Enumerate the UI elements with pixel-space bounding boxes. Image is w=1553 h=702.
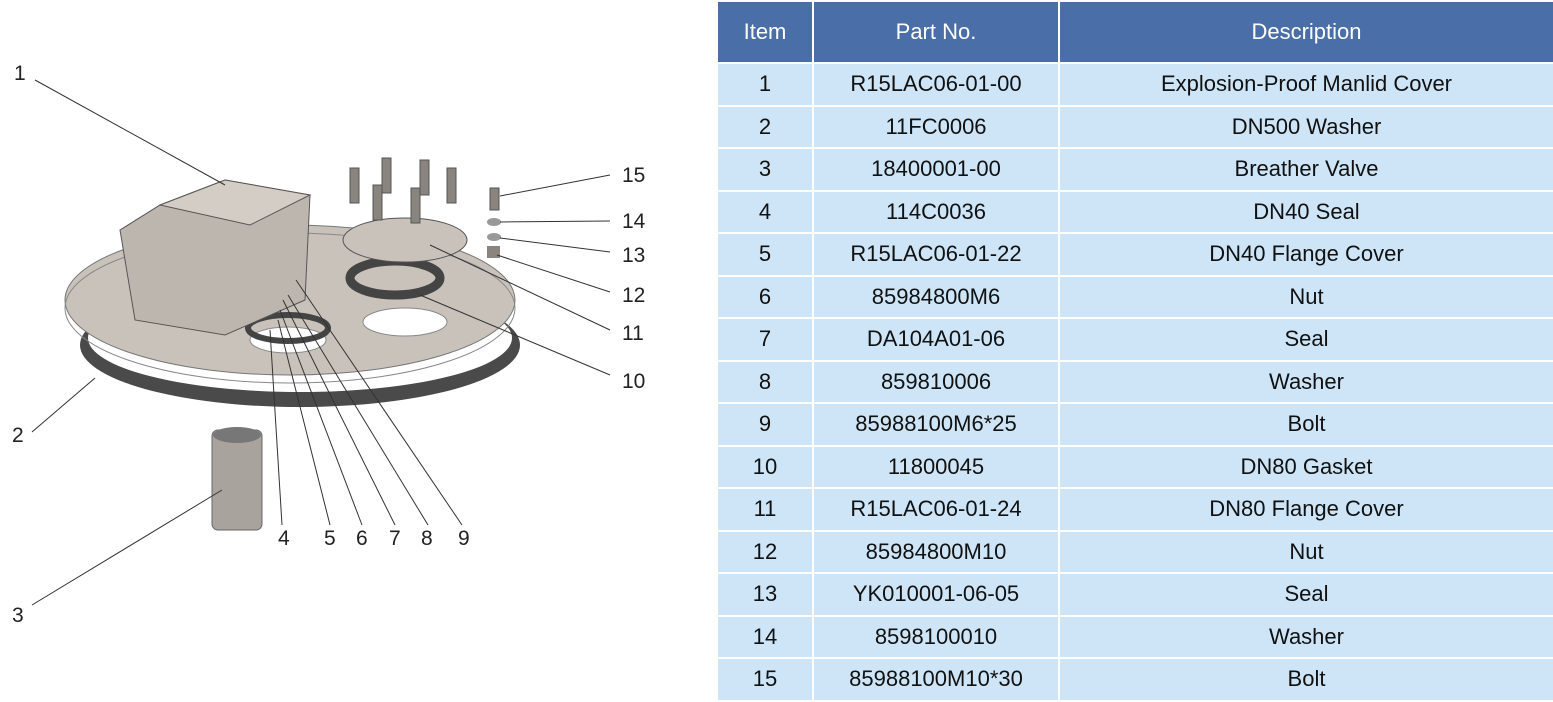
cell-item: 15 xyxy=(718,659,812,700)
callout-7: 7 xyxy=(389,527,401,550)
cell-item: 8 xyxy=(718,361,812,402)
cell-description: DN40 Seal xyxy=(1060,191,1553,232)
header-description: Description xyxy=(1060,2,1553,62)
callout-8: 8 xyxy=(421,527,433,550)
cell-description: Bolt xyxy=(1060,659,1553,700)
cell-item: 11 xyxy=(718,489,812,530)
cell-part-no: 85988100M6*25 xyxy=(814,404,1058,445)
cell-part-no: R15LAC06-01-24 xyxy=(814,489,1058,530)
table-row: 2 11FC0006 DN500 Washer xyxy=(718,106,1553,147)
callout-3: 3 xyxy=(12,604,24,627)
callout-6: 6 xyxy=(356,527,368,550)
cell-item: 12 xyxy=(718,531,812,572)
exploded-diagram: 1 2 3 4 5 6 7 8 9 10 11 12 13 14 15 xyxy=(12,62,646,627)
dn80-flange-cover xyxy=(342,217,468,263)
table-header: Item Part No. Description xyxy=(718,2,1553,62)
cell-part-no: 18400001-00 xyxy=(814,149,1058,190)
callout-11: 11 xyxy=(622,322,644,345)
table-row: 13 YK010001-06-05 Seal xyxy=(718,574,1553,615)
table-row: 6 85984800M6 Nut xyxy=(718,276,1553,317)
cell-item: 13 xyxy=(718,574,812,615)
cell-part-no: 114C0036 xyxy=(814,191,1058,232)
callout-1: 1 xyxy=(14,62,26,85)
callout-9: 9 xyxy=(458,527,470,550)
cell-part-no: DA104A01-06 xyxy=(814,319,1058,360)
cell-description: DN500 Washer xyxy=(1060,106,1553,147)
cell-part-no: 85988100M10*30 xyxy=(814,659,1058,700)
callout-15: 15 xyxy=(622,164,645,187)
cell-part-no: 11FC0006 xyxy=(814,106,1058,147)
parts-table: Item Part No. Description 1 R15LAC06-01-0… xyxy=(716,0,1553,702)
cell-part-no: 85984800M6 xyxy=(814,276,1058,317)
table-row: 14 8598100010 Washer xyxy=(718,616,1553,657)
cell-item: 4 xyxy=(718,191,812,232)
cell-description: DN80 Flange Cover xyxy=(1060,489,1553,530)
callout-13: 13 xyxy=(622,244,645,267)
cell-description: Washer xyxy=(1060,361,1553,402)
bolts xyxy=(349,157,500,224)
cell-item: 6 xyxy=(718,276,812,317)
table-row: 11 R15LAC06-01-24 DN80 Flange Cover xyxy=(718,489,1553,530)
cell-description: Nut xyxy=(1060,276,1553,317)
cell-item: 3 xyxy=(718,149,812,190)
table-row: 1 R15LAC06-01-00 Explosion-Proof Manlid Co… xyxy=(718,64,1553,105)
table-row: 7 DA104A01-06 Seal xyxy=(718,319,1553,360)
cell-description: DN80 Gasket xyxy=(1060,446,1553,487)
cell-item: 9 xyxy=(718,404,812,445)
cell-item: 10 xyxy=(718,446,812,487)
table-row: 3 18400001-00 Breather Valve xyxy=(718,149,1553,190)
cell-item: 1 xyxy=(718,64,812,105)
cell-part-no: YK010001-06-05 xyxy=(814,574,1058,615)
leader-lines xyxy=(31,79,611,606)
cell-description: Washer xyxy=(1060,616,1553,657)
cell-item: 2 xyxy=(718,106,812,147)
cell-description: Seal xyxy=(1060,319,1553,360)
table-row: 4 114C0036 DN40 Seal xyxy=(718,191,1553,232)
cell-description: DN40 Flange Cover xyxy=(1060,234,1553,275)
cell-description: Seal xyxy=(1060,574,1553,615)
cell-part-no: 11800045 xyxy=(814,446,1058,487)
cell-description: Explosion-Proof Manlid Cover xyxy=(1060,64,1553,105)
table-row: 5 R15LAC06-01-22 DN40 Flange Cover xyxy=(718,234,1553,275)
cell-item: 14 xyxy=(718,616,812,657)
cell-description: Breather Valve xyxy=(1060,149,1553,190)
breather-valve xyxy=(211,427,263,531)
manlid-assembly xyxy=(64,157,520,531)
callout-10: 10 xyxy=(622,370,645,393)
callout-14: 14 xyxy=(622,210,646,233)
table-row: 12 85984800M10 Nut xyxy=(718,531,1553,572)
cell-description: Bolt xyxy=(1060,404,1553,445)
table-row: 10 11800045 DN80 Gasket xyxy=(718,446,1553,487)
cell-description: Nut xyxy=(1060,531,1553,572)
callout-12: 12 xyxy=(622,284,645,307)
callout-5: 5 xyxy=(324,527,336,550)
cell-part-no: R15LAC06-01-22 xyxy=(814,234,1058,275)
table-row: 9 85988100M6*25 Bolt xyxy=(718,404,1553,445)
callout-4: 4 xyxy=(278,527,290,550)
cell-part-no: R15LAC06-01-00 xyxy=(814,64,1058,105)
table-row: 15 85988100M10*30 Bolt xyxy=(718,659,1553,700)
header-item: Item xyxy=(718,2,812,62)
header-part-no: Part No. xyxy=(814,2,1058,62)
cell-item: 5 xyxy=(718,234,812,275)
callout-2: 2 xyxy=(12,424,24,447)
cell-part-no: 859810006 xyxy=(814,361,1058,402)
cell-part-no: 85984800M10 xyxy=(814,531,1058,572)
cell-part-no: 8598100010 xyxy=(814,616,1058,657)
table-row: 8 859810006 Washer xyxy=(718,361,1553,402)
cell-item: 7 xyxy=(718,319,812,360)
